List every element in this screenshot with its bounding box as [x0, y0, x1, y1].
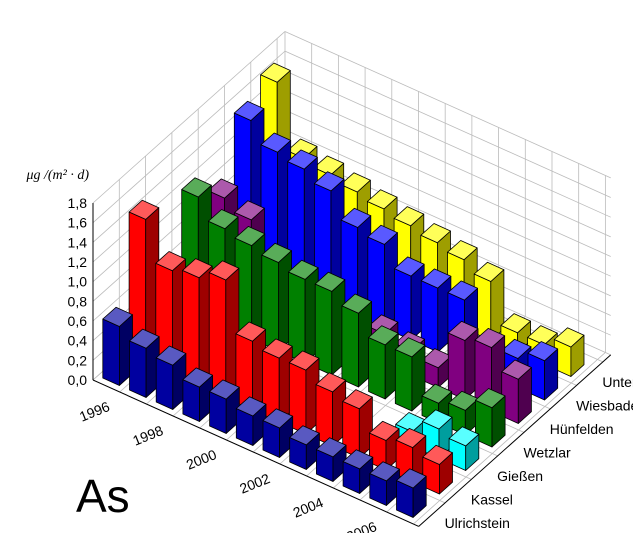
- bar-wetzlar-2002: [341, 293, 373, 388]
- bar-wetzlar-2007: [474, 388, 506, 448]
- bar-wetzlar-2000: [288, 259, 319, 364]
- category-label: Untermain: [602, 374, 633, 390]
- z-tick-label: 0,4: [68, 333, 88, 349]
- bar-ulrichstein-2002: [262, 408, 294, 458]
- bar-gießen-2007: [448, 426, 480, 471]
- z-tick-label: 1,0: [68, 274, 88, 290]
- chart-labels: 0,0 0,2 0,4 0,6 0,8 1,0 1,2 1,4 1,6 1,8 μg /(m² · …: [25, 168, 633, 533]
- bar-hünfelden-2007: [501, 359, 532, 424]
- bar-hünfelden-2005: [447, 320, 479, 400]
- bar-wiesbaden-2007: [527, 341, 559, 401]
- x-tick-label: 2006: [344, 518, 379, 533]
- bar-ulrichstein-2001: [235, 396, 267, 446]
- category-label: Gießen: [497, 468, 543, 484]
- category-label: Wiesbaden: [576, 397, 633, 413]
- z-tick-label: 1,4: [68, 234, 88, 250]
- bar-kassel-1999: [208, 260, 240, 399]
- bar-kassel-2003: [315, 372, 347, 447]
- bar-wetzlar-2003: [368, 325, 399, 400]
- bar-kassel-1998: [182, 258, 213, 387]
- bar-kassel-2007: [422, 444, 453, 495]
- bar-ulrichstein-2003: [289, 425, 320, 470]
- bar-wetzlar-1999: [261, 242, 292, 352]
- z-tick-label: 1,2: [68, 254, 88, 270]
- bar-kassel-2000: [235, 321, 267, 411]
- x-tick-label: 2004: [291, 494, 326, 521]
- z-tick-label: 0,0: [68, 372, 88, 388]
- bar-kassel-2002: [288, 350, 320, 435]
- bar-ulrichstein-2006: [369, 461, 400, 506]
- bar-wiesbaden-2002: [394, 256, 425, 341]
- bar-kassel-2004: [342, 389, 373, 459]
- bar-hünfelden-2004: [421, 348, 452, 388]
- bar-ulrichstein-1999: [182, 367, 214, 422]
- x-tick-label: 1998: [130, 422, 165, 449]
- bar-ulrichstein-1998: [155, 345, 187, 410]
- bar-untermain-2004: [473, 261, 505, 341]
- bar-wetzlar-2001: [314, 271, 346, 376]
- x-tick-label: 2002: [237, 470, 272, 497]
- z-tick-label: 1,8: [68, 195, 88, 211]
- bar-wiesbaden-2003: [420, 268, 452, 353]
- bar-ulrichstein-2005: [342, 449, 374, 494]
- bar-kassel-2005: [368, 420, 400, 471]
- z-tick-label: 0,8: [68, 293, 88, 309]
- bar-ulrichstein-1997: [129, 328, 160, 398]
- category-label: Kassel: [471, 491, 513, 507]
- bar-ulrichstein-2000: [209, 379, 240, 434]
- category-label: Ulrichstein: [445, 515, 510, 531]
- z-tick-label: 0,6: [68, 313, 88, 329]
- chart-bars: [102, 62, 585, 518]
- x-tick-label: 2000: [184, 446, 219, 473]
- element-label: As: [76, 470, 130, 522]
- bar-ulrichstein-1996: [102, 306, 133, 386]
- bar-wetzlar-2004: [394, 337, 426, 412]
- category-label: Hünfelden: [550, 421, 614, 437]
- bar-untermain-2007: [553, 327, 585, 377]
- x-tick-label: 1996: [77, 398, 112, 425]
- bar-ulrichstein-2007: [396, 468, 427, 518]
- z-tick-label: 1,6: [68, 215, 88, 231]
- category-label: Wetzlar: [523, 444, 571, 460]
- z-tick-label: 0,2: [68, 352, 88, 368]
- bar-ulrichstein-2004: [315, 437, 347, 482]
- z-axis-label: μg /(m² · d): [25, 168, 89, 183]
- bar-wiesbaden-2001: [367, 224, 398, 329]
